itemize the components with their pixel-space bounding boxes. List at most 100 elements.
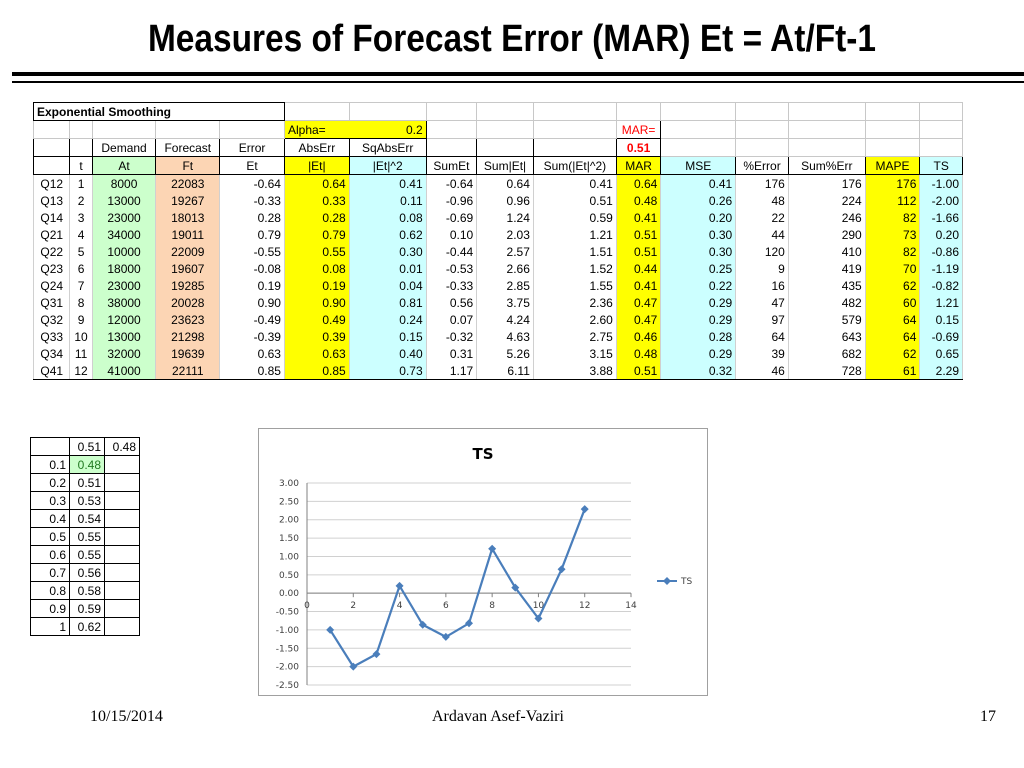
empty-cell: [532, 102, 617, 121]
y-tick-label: 3.00: [279, 479, 299, 489]
table-cell: 0.29: [660, 294, 737, 311]
y-tick-label: 0.00: [279, 589, 299, 599]
table-cell: 0.30: [348, 243, 427, 260]
table-cell: 0.30: [660, 226, 737, 243]
table-cell: 1.21: [532, 226, 617, 243]
column-header: Et: [219, 156, 285, 175]
sensitivity-cell: [104, 599, 140, 618]
table-row: Q14 3 23000 18013 0.28 0.28 0.08 -0.69 1.24 0.59 0…: [32, 209, 963, 226]
table-cell: 1: [69, 174, 93, 192]
table-cell: 1.51: [532, 243, 617, 260]
alpha-sensitivity-table: 0.51 0.48 0.1 0.48 0.2 0.51 0.3 0.53 0.4 0.54 0.5 0…: [30, 437, 140, 636]
table-cell: -0.53: [425, 260, 478, 277]
table-cell: 19285: [155, 277, 221, 294]
column-header: Sum|Et|: [476, 156, 534, 175]
table-cell: Q41: [32, 362, 71, 380]
empty-cell: [919, 102, 963, 121]
table-cell: 9: [69, 311, 93, 328]
column-header: %Error: [735, 156, 789, 175]
sensitivity-row: 0.3 0.53: [30, 491, 140, 510]
sensitivity-cell: 1: [30, 617, 70, 636]
table-cell: 47: [735, 294, 789, 311]
sensitivity-cell: [104, 491, 140, 510]
table-cell: 1.24: [476, 209, 534, 226]
table-cell: 5: [69, 243, 93, 260]
table-cell: 410: [787, 243, 866, 260]
empty-cell: [919, 120, 963, 139]
empty-cell: [532, 138, 617, 157]
table-cell: 73: [864, 226, 921, 243]
table-cell: 0.90: [219, 294, 285, 311]
table-cell: 579: [787, 311, 866, 328]
table-cell: 0.20: [919, 226, 963, 243]
empty-cell: [283, 102, 350, 121]
table-cell: 61: [864, 362, 921, 380]
table-cell: 3: [69, 209, 93, 226]
empty-cell: [425, 102, 478, 121]
table-cell: 2.36: [532, 294, 617, 311]
table-cell: Q12: [32, 174, 71, 192]
table-cell: 70: [864, 260, 921, 277]
ts-chart-svg: TS 3.00 2.50 2.00 1.50 1.00 0.50 0.00 -0.50 -1.00…: [276, 445, 693, 691]
y-tick-label: 1.00: [279, 552, 299, 562]
alpha-label: Alpha=: [283, 120, 350, 139]
table-cell: 0.08: [348, 209, 427, 226]
table-cell: 0.22: [660, 277, 737, 294]
table-cell: 0.29: [660, 345, 737, 362]
table-cell: 728: [787, 362, 866, 380]
table-cell: 0.28: [283, 209, 350, 226]
table-cell: 0.01: [348, 260, 427, 277]
legend-marker: [663, 577, 671, 585]
table-cell: 0.25: [660, 260, 737, 277]
table-cell: 3.75: [476, 294, 534, 311]
table-cell: -1.00: [919, 174, 963, 192]
empty-cell: [32, 138, 71, 157]
table-cell: 0.64: [476, 174, 534, 192]
x-tick-label: 14: [625, 601, 637, 611]
table-cell: 0.08: [283, 260, 350, 277]
empty-cell: [91, 120, 157, 139]
table-cell: 0.29: [660, 311, 737, 328]
y-tick-label: 1.50: [279, 534, 299, 544]
table-cell: 0.41: [615, 277, 662, 294]
table-cell: Q32: [32, 311, 71, 328]
table-cell: 23000: [91, 277, 157, 294]
table-cell: 0.96: [476, 192, 534, 209]
table-cell: 13000: [91, 192, 157, 209]
table-cell: 0.64: [283, 174, 350, 192]
sensitivity-header-row: 0.51 0.48: [30, 437, 140, 456]
table-cell: 9: [735, 260, 789, 277]
empty-cell: [787, 102, 866, 121]
sensitivity-cell: 0.7: [30, 563, 70, 582]
table-cell: 62: [864, 277, 921, 294]
table-cell: 2.57: [476, 243, 534, 260]
ts-data-point: [534, 614, 543, 623]
sensitivity-row: 0.2 0.51: [30, 473, 140, 492]
empty-cell: [787, 120, 866, 139]
empty-cell: [919, 138, 963, 157]
ts-data-point: [465, 619, 473, 628]
column-header: |Et|: [283, 156, 350, 175]
table-cell: -0.33: [425, 277, 478, 294]
table-cell: 8000: [91, 174, 157, 192]
table-cell: 4: [69, 226, 93, 243]
table-cell: 0.41: [660, 174, 737, 192]
sensitivity-cell: [104, 455, 140, 474]
empty-cell: [219, 120, 285, 139]
table-cell: 0.64: [615, 174, 662, 192]
table-cell: Q21: [32, 226, 71, 243]
sensitivity-cell: [104, 563, 140, 582]
empty-cell: [864, 120, 921, 139]
table-cell: 0.19: [283, 277, 350, 294]
ts-data-point: [580, 505, 589, 514]
table-cell: 246: [787, 209, 866, 226]
sensitivity-header-cell: [30, 437, 70, 456]
table-cell: 6: [69, 260, 93, 277]
table-row: Q23 6 18000 19607 -0.08 0.08 0.01 -0.53 2.66 1.52…: [32, 260, 963, 277]
table-cell: 0.31: [425, 345, 478, 362]
sensitivity-cell: 0.4: [30, 509, 70, 528]
table-cell: 0.51: [532, 192, 617, 209]
ts-data-point: [488, 544, 497, 553]
table-cell: 0.46: [615, 328, 662, 345]
sensitivity-cell: [104, 545, 140, 564]
